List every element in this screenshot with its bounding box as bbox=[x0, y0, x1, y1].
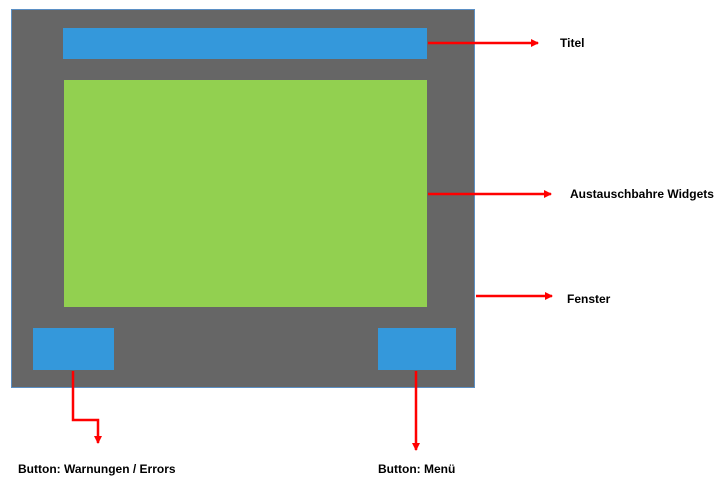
label-fenster: Fenster bbox=[567, 292, 611, 306]
label-titel: Titel bbox=[560, 36, 585, 50]
widget-area bbox=[64, 80, 427, 307]
title-bar bbox=[63, 28, 427, 59]
label-button-warnungen: Button: Warnungen / Errors bbox=[18, 462, 176, 476]
menu-button[interactable] bbox=[378, 328, 456, 370]
label-button-menu: Button: Menü bbox=[378, 462, 456, 476]
arrow-warnings-button bbox=[71, 371, 102, 444]
label-widgets: Austauschbahre Widgets bbox=[570, 187, 714, 201]
warnings-errors-button[interactable] bbox=[33, 328, 114, 370]
